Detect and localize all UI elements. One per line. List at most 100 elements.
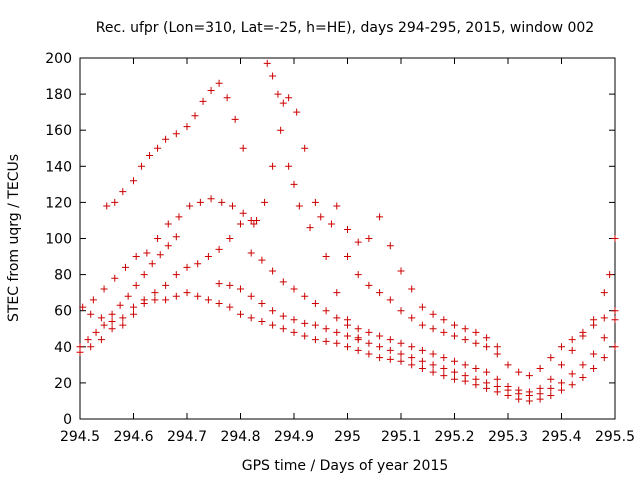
data-point-plus-marker — [365, 339, 373, 347]
data-point-plus-marker — [461, 372, 469, 380]
data-point-plus-marker — [172, 271, 180, 279]
data-point-plus-marker — [547, 375, 555, 383]
data-point-plus-marker — [87, 310, 95, 318]
series-sat-h — [253, 94, 362, 342]
data-point-plus-marker — [418, 303, 426, 311]
data-point-plus-marker — [515, 368, 523, 376]
data-point-plus-marker — [218, 198, 226, 206]
data-point-plus-marker — [164, 220, 172, 228]
data-point-plus-marker — [290, 328, 298, 336]
y-tick-label: 100 — [45, 232, 72, 248]
y-tick-label: 0 — [63, 412, 72, 428]
data-point-plus-marker — [408, 361, 416, 369]
data-point-plus-marker — [215, 299, 223, 307]
data-point-plus-marker — [483, 334, 491, 342]
data-point-plus-marker — [611, 343, 619, 351]
data-point-plus-marker — [140, 299, 148, 307]
data-point-plus-marker — [376, 289, 384, 297]
data-point-plus-marker — [386, 346, 394, 354]
data-point-plus-marker — [397, 339, 405, 347]
data-point-plus-marker — [568, 346, 576, 354]
data-point-plus-marker — [199, 97, 207, 105]
data-point-plus-marker — [600, 354, 608, 362]
data-point-plus-marker — [237, 220, 244, 228]
data-point-plus-marker — [429, 350, 437, 358]
data-point-plus-marker — [397, 350, 405, 358]
data-point-plus-marker — [108, 310, 116, 318]
data-point-plus-marker — [440, 316, 448, 324]
data-point-plus-marker — [386, 296, 394, 304]
data-point-plus-marker — [253, 216, 261, 224]
data-point-plus-marker — [258, 318, 266, 326]
y-tick-label: 60 — [54, 304, 72, 320]
data-point-plus-marker — [386, 336, 394, 344]
data-point-plus-marker — [143, 249, 151, 257]
data-point-plus-marker — [290, 180, 298, 188]
data-point-plus-marker — [558, 343, 565, 351]
x-tick-label: 295.5 — [595, 429, 635, 445]
data-point-plus-marker — [344, 332, 351, 340]
data-point-plus-marker — [290, 285, 298, 293]
data-point-plus-marker — [269, 321, 277, 329]
data-point-plus-marker — [547, 384, 555, 392]
data-point-plus-marker — [226, 303, 234, 311]
data-point-plus-marker — [250, 220, 258, 228]
data-point-plus-marker — [558, 379, 565, 387]
data-point-plus-marker — [89, 296, 97, 304]
data-point-plus-marker — [301, 332, 309, 340]
data-point-plus-marker — [207, 86, 215, 94]
x-tick-label: 295.3 — [488, 429, 528, 445]
series-sat-d — [103, 79, 247, 210]
data-point-plus-marker — [138, 162, 146, 170]
data-point-plus-marker — [186, 202, 194, 210]
data-point-plus-marker — [483, 343, 491, 351]
x-tick-label: 294.9 — [274, 429, 314, 445]
data-point-plus-marker — [183, 289, 191, 297]
data-point-plus-marker — [130, 177, 137, 185]
data-point-plus-marker — [472, 339, 480, 347]
y-tick-label: 120 — [45, 195, 72, 211]
data-point-plus-marker — [451, 357, 458, 365]
x-axis: 294.5 294.6 294.7 294.8 294.9 295 295.1 295.2 29… — [60, 58, 635, 445]
data-point-plus-marker — [226, 235, 234, 242]
data-point-plus-marker — [568, 381, 576, 389]
data-point-plus-marker — [504, 361, 512, 369]
data-point-plus-marker — [132, 281, 140, 289]
data-point-plus-marker — [269, 162, 277, 170]
data-point-plus-marker — [461, 336, 469, 344]
data-point-plus-marker — [333, 328, 341, 336]
data-point-plus-marker — [311, 336, 319, 344]
data-point-plus-marker — [172, 130, 180, 138]
data-point-plus-marker — [525, 372, 533, 380]
data-point-plus-marker — [429, 325, 437, 333]
y-tick-label: 20 — [54, 376, 72, 392]
data-point-plus-marker — [440, 372, 448, 380]
data-point-plus-marker — [354, 334, 362, 342]
data-point-plus-marker — [285, 94, 293, 102]
data-point-plus-marker — [164, 242, 172, 250]
data-point-plus-marker — [108, 318, 116, 326]
data-point-plus-marker — [547, 392, 555, 400]
data-point-plus-marker — [103, 202, 111, 210]
data-point-plus-marker — [365, 235, 373, 242]
data-point-plus-marker — [600, 289, 608, 297]
data-point-plus-marker — [269, 72, 277, 80]
data-point-plus-marker — [239, 209, 247, 217]
data-points — [76, 59, 619, 405]
data-point-plus-marker — [151, 296, 159, 304]
data-point-plus-marker — [333, 339, 341, 347]
data-point-plus-marker — [204, 253, 212, 261]
data-point-plus-marker — [92, 328, 100, 336]
data-point-plus-marker — [119, 321, 127, 329]
data-point-plus-marker — [365, 281, 373, 289]
data-point-plus-marker — [568, 336, 576, 344]
data-point-plus-marker — [536, 364, 544, 372]
data-point-plus-marker — [311, 321, 319, 329]
y-tick-label: 180 — [45, 87, 72, 103]
data-point-plus-marker — [119, 314, 127, 322]
data-point-plus-marker — [440, 354, 448, 362]
data-point-plus-marker — [429, 361, 437, 369]
data-point-plus-marker — [183, 123, 191, 131]
data-point-plus-marker — [269, 267, 277, 275]
data-point-plus-marker — [295, 202, 303, 210]
